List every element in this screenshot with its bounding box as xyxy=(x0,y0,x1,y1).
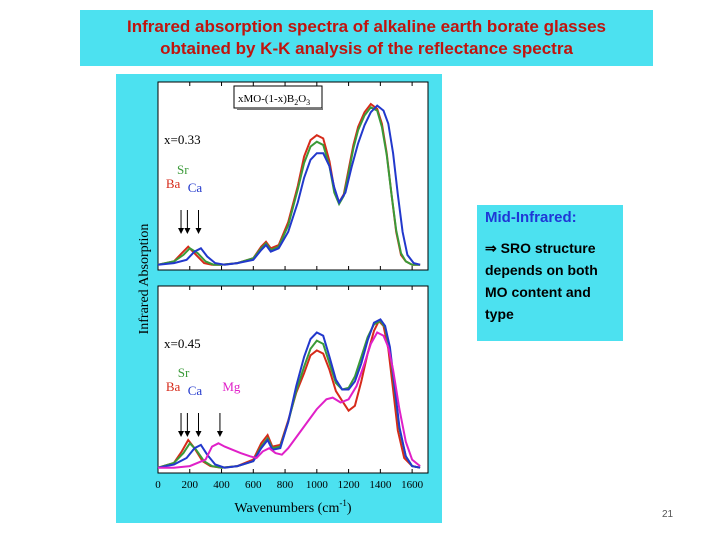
annotation-ba-top: Ba xyxy=(166,176,181,191)
annotation-ba-bottom: Ba xyxy=(166,379,181,394)
annotation-arrow-head xyxy=(178,431,185,437)
formula-part: 2 xyxy=(294,98,298,107)
annotation-arrow-head xyxy=(184,228,191,234)
spectra-figure-panel: x=0.33 Sr Ba Ca x=0.45 Sr Ba Ca Mg xMO-(1-x)B2O3 0… xyxy=(116,74,442,523)
x-tick-label: 1000 xyxy=(306,479,329,491)
x-tick-label: 200 xyxy=(182,479,199,491)
x-tick-label: 800 xyxy=(277,479,294,491)
mid-infrared-note: Mid-Infrared: ⇒ SRO structure depends on… xyxy=(477,205,623,341)
x-axis-label: Wavenumbers (cm-1) xyxy=(234,498,352,516)
x-axis-label-part: -1 xyxy=(339,498,347,508)
note-title: Mid-Infrared: xyxy=(485,209,577,226)
plot-frame-bottom xyxy=(157,285,429,474)
formula-text: xMO-(1-x)B2O3 xyxy=(238,93,310,107)
panel-label-top: x=0.33 xyxy=(164,132,201,147)
note-line-1: ⇒ SRO structure xyxy=(485,240,596,256)
note-line-2: depends on both xyxy=(485,262,598,278)
annotation-arrow-head xyxy=(184,431,191,437)
series-line-mg-bottom xyxy=(158,331,421,469)
annotation-arrow-head xyxy=(195,228,202,234)
formula-part: xMO-(1-x)B xyxy=(238,93,294,105)
annotation-arrow-head xyxy=(216,431,223,437)
x-tick-label: 600 xyxy=(245,479,262,491)
annotation-ca-top: Ca xyxy=(188,180,203,195)
annotation-sr-top: Sr xyxy=(177,162,189,177)
series-line-sr-top xyxy=(157,106,421,266)
note-line-4: type xyxy=(485,306,514,322)
series-line-ca-top xyxy=(157,104,421,266)
y-axis-label: Infrared Absorption xyxy=(137,224,152,335)
note-line-3: MO content and xyxy=(485,284,591,300)
x-axis-label-part: ) xyxy=(347,501,352,516)
x-tick-label: 1400 xyxy=(369,479,392,491)
slide-title-line-1: Infrared absorption spectra of alkaline … xyxy=(127,17,606,36)
slide-number: 21 xyxy=(662,509,674,520)
annotation-arrow-head xyxy=(195,431,202,437)
x-tick-label: 1200 xyxy=(338,479,361,491)
slide-title-box: Infrared absorption spectra of alkaline … xyxy=(80,10,653,66)
series-line-ca-bottom xyxy=(157,318,421,469)
annotation-arrow-head xyxy=(178,228,185,234)
plot-frame-top xyxy=(157,81,429,271)
formula-part: 3 xyxy=(306,98,310,107)
panel-label-bottom: x=0.45 xyxy=(164,336,201,351)
annotation-ca-bottom: Ca xyxy=(188,383,203,398)
x-tick-label: 0 xyxy=(155,479,161,491)
slide-title-line-2: obtained by K-K analysis of the reflecta… xyxy=(160,39,573,58)
annotation-mg-bottom: Mg xyxy=(222,379,241,394)
x-tick-label: 400 xyxy=(213,479,230,491)
x-tick-label: 1600 xyxy=(401,479,424,491)
formula-part: O xyxy=(298,93,306,105)
x-axis-label-part: Wavenumbers (cm xyxy=(234,501,339,516)
annotation-sr-bottom: Sr xyxy=(178,365,190,380)
